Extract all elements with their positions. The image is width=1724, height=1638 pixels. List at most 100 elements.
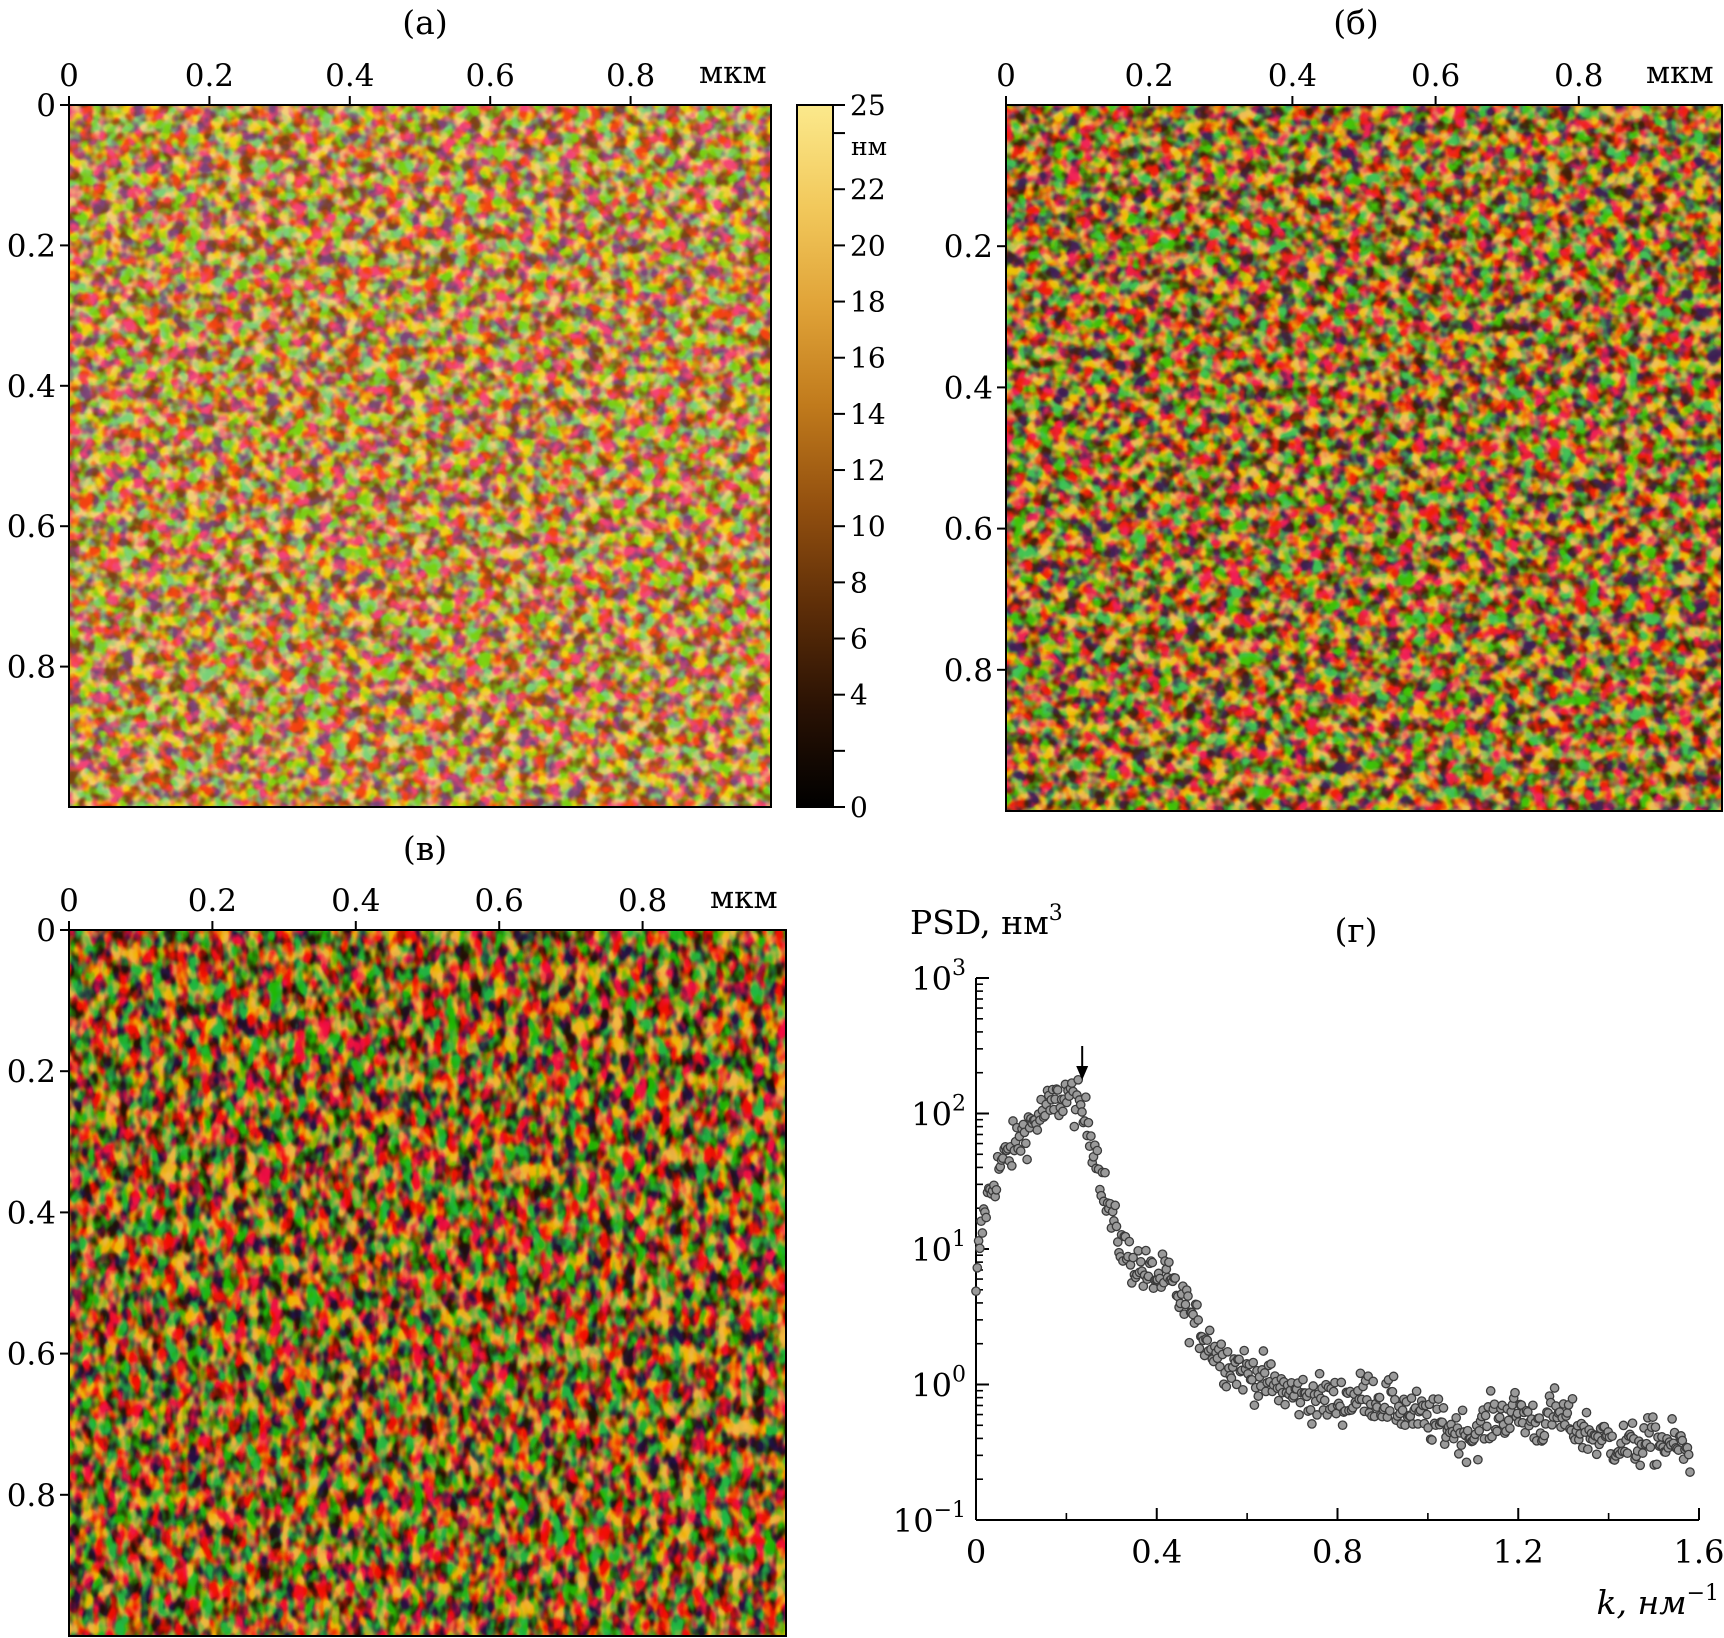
psd-point xyxy=(1438,1403,1449,1413)
psd-point xyxy=(1492,1426,1502,1437)
psd-point xyxy=(1258,1346,1269,1356)
psd-point xyxy=(1111,1221,1122,1232)
psd-point xyxy=(1607,1431,1617,1442)
psd-point xyxy=(1280,1399,1290,1410)
psd-axes: 103 102 101 100 10−10 0.4 0.8 1.2 1.6 xyxy=(893,956,1724,1571)
psd-point xyxy=(1222,1346,1233,1357)
y-tick-label-a-2: 0.4 xyxy=(7,369,56,405)
psd-y-tick-label-3: 100 xyxy=(911,1363,966,1405)
colorbar-tick-label-4: 16 xyxy=(850,342,886,375)
psd-y-tick-label-2: 101 xyxy=(911,1227,966,1269)
psd-point xyxy=(1020,1138,1031,1149)
psd-point xyxy=(1400,1420,1410,1431)
psd-point xyxy=(1637,1448,1648,1458)
colorbar-tick-label-11: 0 xyxy=(850,791,868,824)
psd-plot: (г) PSD, нм3 k, нм−1 103 102 101 100 10−10 0.… xyxy=(893,901,1724,1622)
x-tick-label-c-1: 0.2 xyxy=(188,883,237,919)
psd-point xyxy=(1461,1457,1472,1468)
psd-point xyxy=(1184,1337,1195,1348)
axes-b: 0 0.2 0.4 0.6 0.8 0.2 0.4 0.6 0.8 xyxy=(944,58,1604,689)
psd-point xyxy=(1581,1407,1592,1418)
x-tick-label-a-0: 0 xyxy=(59,58,79,94)
psd-point xyxy=(1539,1430,1550,1441)
psd-point xyxy=(1077,1107,1087,1117)
psd-point xyxy=(1485,1386,1496,1396)
psd-point xyxy=(1648,1412,1658,1422)
psd-point xyxy=(1422,1409,1432,1420)
psd-y-tick-label-1: 102 xyxy=(911,1092,966,1134)
afm-image-a xyxy=(68,104,772,808)
y-tick-label-a-0: 0 xyxy=(36,88,56,124)
x-unit-a: мкм xyxy=(699,55,767,91)
psd-point xyxy=(1480,1410,1491,1421)
axes-c: 0 0.2 0.4 0.6 0.8 0 0.2 0.4 0.6 0.8 xyxy=(7,883,668,1514)
colorbar-unit: нм xyxy=(851,132,887,161)
psd-point xyxy=(1192,1299,1202,1310)
x-tick-label-b-4: 0.8 xyxy=(1554,58,1603,94)
psd-point xyxy=(1388,1371,1399,1382)
psd-y-label-sup: 3 xyxy=(1049,901,1063,926)
psd-point xyxy=(1645,1442,1656,1453)
panel-label-b: (б) xyxy=(1333,3,1379,42)
psd-point xyxy=(1307,1419,1317,1429)
y-tick-label-b-0: 0.2 xyxy=(944,229,993,265)
psd-point xyxy=(1141,1245,1151,1256)
psd-point xyxy=(1170,1273,1181,1283)
psd-point xyxy=(1308,1381,1319,1391)
psd-point xyxy=(1510,1387,1520,1398)
psd-y-tick-label-4: 10−1 xyxy=(893,1498,966,1540)
psd-point xyxy=(1148,1283,1159,1294)
y-tick-label-c-4: 0.8 xyxy=(7,1478,56,1514)
psd-point xyxy=(1685,1467,1695,1477)
psd-point xyxy=(1627,1418,1638,1429)
psd-point xyxy=(1202,1335,1213,1346)
y-tick-label-a-1: 0.2 xyxy=(7,228,56,264)
afm-image-b xyxy=(1005,104,1723,812)
psd-point xyxy=(1052,1085,1063,1095)
psd-point xyxy=(1069,1121,1080,1132)
psd-point xyxy=(1337,1420,1348,1431)
psd-point xyxy=(1216,1339,1227,1350)
psd-point xyxy=(1135,1256,1146,1267)
psd-point xyxy=(1164,1257,1174,1268)
psd-point xyxy=(1482,1421,1492,1432)
x-tick-label-b-1: 0.2 xyxy=(1125,58,1174,94)
psd-point xyxy=(1259,1368,1270,1378)
psd-point xyxy=(1505,1423,1515,1434)
psd-point xyxy=(1387,1386,1398,1397)
psd-point xyxy=(1312,1410,1322,1420)
y-tick-label-c-2: 0.4 xyxy=(7,1195,56,1231)
psd-point xyxy=(1231,1379,1242,1390)
psd-point xyxy=(1582,1444,1593,1455)
psd-point xyxy=(1266,1359,1276,1369)
psd-y-label-main: PSD, нм xyxy=(910,903,1049,942)
psd-point xyxy=(1221,1381,1232,1392)
afm-map-a: (а) 0 0.2 0.4 0.6 0.800.20.40.60.8 мкм 25222… xyxy=(7,3,887,824)
psd-point xyxy=(1456,1440,1467,1451)
psd-point xyxy=(1635,1460,1646,1471)
psd-point xyxy=(1618,1420,1629,1431)
x-tick-label-b-0: 0 xyxy=(996,58,1016,94)
colorbar-tick-label-5: 14 xyxy=(850,398,886,431)
psd-point xyxy=(1073,1074,1084,1085)
colorbar-tick-label-10: 4 xyxy=(850,679,868,712)
psd-point xyxy=(1058,1106,1068,1117)
psd-y-tick-label-0: 103 xyxy=(911,956,966,998)
psd-x-tick-label-3: 1.2 xyxy=(1493,1533,1544,1571)
x-tick-label-c-3: 0.6 xyxy=(475,883,524,919)
psd-point xyxy=(1124,1236,1135,1247)
psd-point xyxy=(1374,1392,1385,1403)
x-tick-label-b-3: 0.6 xyxy=(1411,58,1460,94)
psd-point xyxy=(1427,1435,1437,1445)
psd-x-tick-label-0: 0 xyxy=(966,1533,986,1571)
colorbar-tick-label-7: 10 xyxy=(850,510,886,543)
colorbar-tick-label-1: 22 xyxy=(850,173,886,206)
psd-point xyxy=(1194,1343,1205,1354)
x-tick-label-a-4: 0.8 xyxy=(606,58,655,94)
psd-point xyxy=(1473,1454,1483,1465)
psd-point xyxy=(1294,1409,1304,1420)
psd-point xyxy=(1457,1405,1468,1416)
x-tick-label-a-2: 0.4 xyxy=(325,58,374,94)
psd-point xyxy=(1591,1449,1602,1460)
psd-point xyxy=(1226,1373,1237,1384)
